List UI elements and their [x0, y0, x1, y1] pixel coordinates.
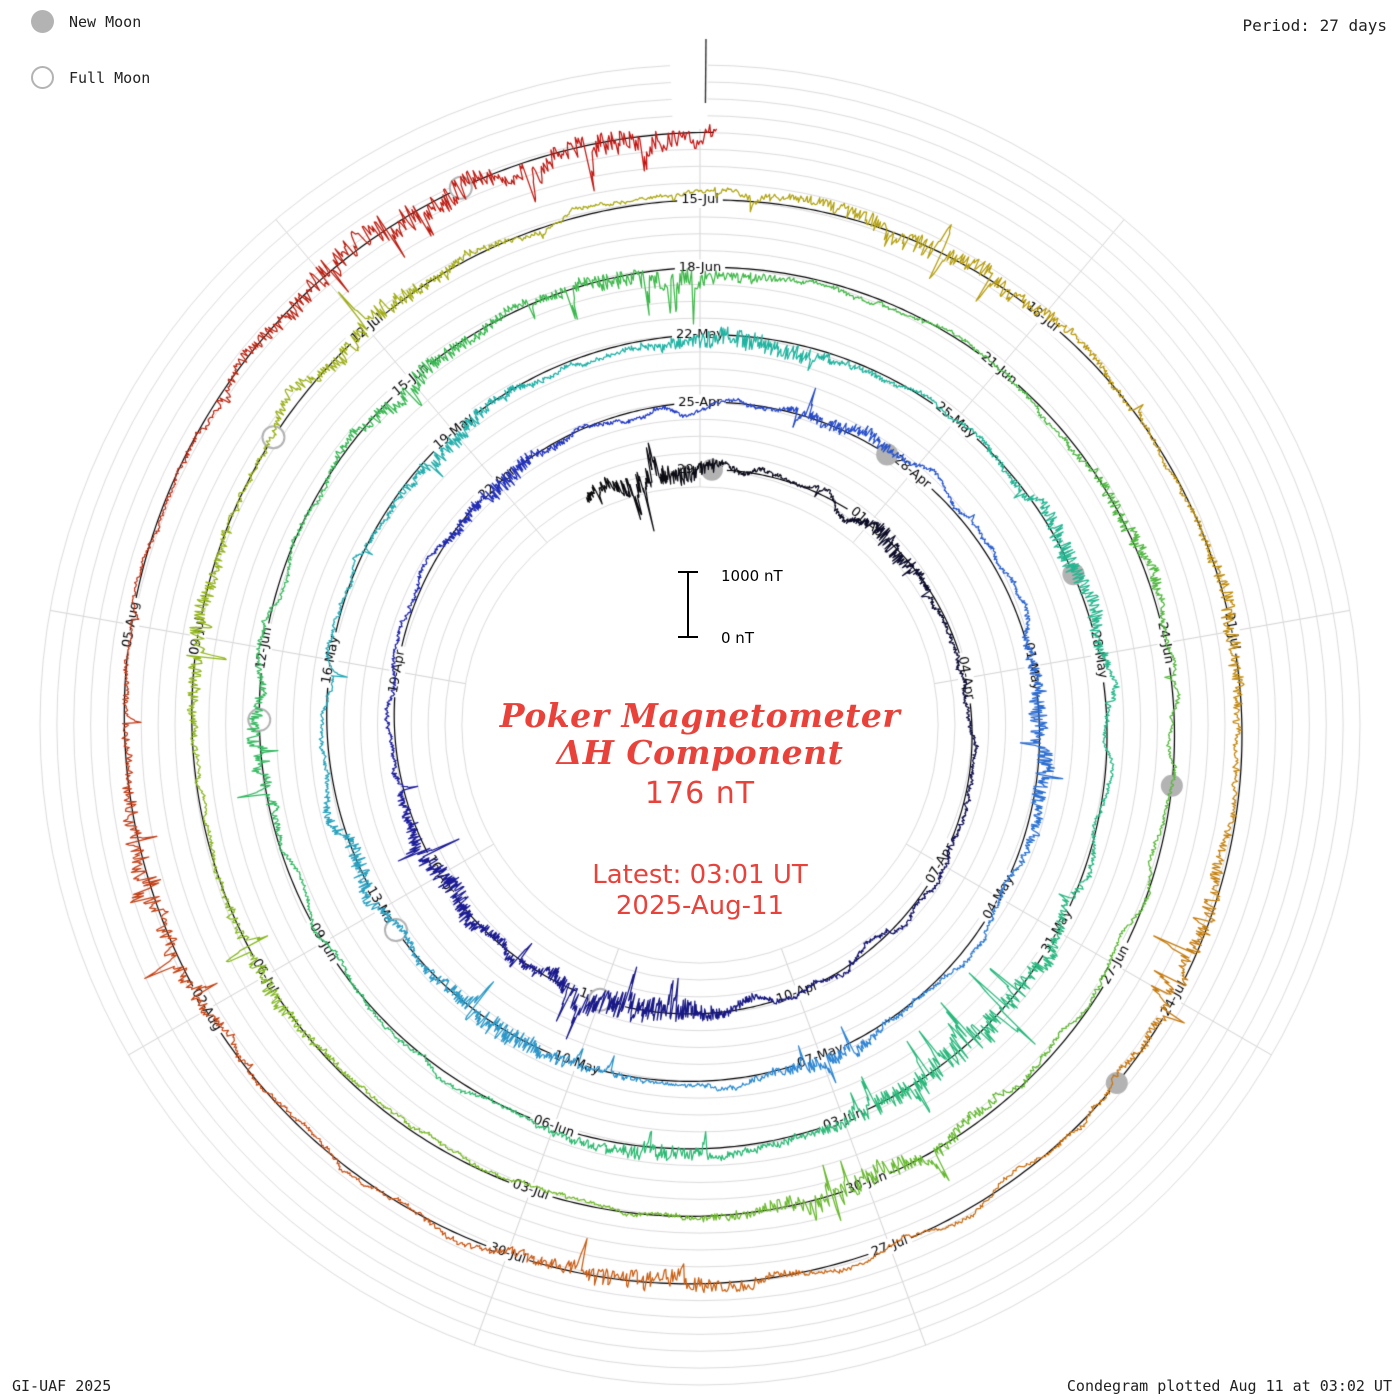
new-moon-legend-label: New Moon	[69, 12, 142, 31]
full-moon-icon	[31, 66, 54, 89]
scale-bar-top-cap	[678, 571, 698, 573]
plot-title: Poker Magnetometer ΔH Component	[0, 697, 1400, 771]
new-moon-legend: New Moon	[31, 10, 141, 33]
full-moon-legend: Full Moon	[31, 66, 150, 89]
latest-time-line: Latest: 03:01 UT	[592, 860, 808, 890]
plot-title-component: ΔH Component	[556, 733, 844, 772]
full-moon-legend-label: Full Moon	[69, 68, 151, 87]
scale-label-0nt: 0 nT	[721, 629, 754, 647]
scale-bar	[687, 572, 689, 636]
latest-timestamp: Latest: 03:01 UT 2025-Aug-11	[0, 860, 1400, 922]
credit-label: GI-UAF 2025	[12, 1377, 112, 1395]
plot-title-station: Poker Magnetometer	[499, 696, 901, 735]
scale-label-1000nt: 1000 nT	[721, 567, 783, 585]
latest-value: 176 nT	[644, 776, 756, 811]
latest-date-line: 2025-Aug-11	[615, 891, 785, 921]
period-label: Period: 27 days	[1242, 16, 1388, 35]
scale-bar-bottom-cap	[678, 636, 698, 638]
new-moon-icon	[31, 10, 54, 33]
plotted-timestamp-label: Condegram plotted Aug 11 at 03:02 UT	[1066, 1377, 1392, 1395]
